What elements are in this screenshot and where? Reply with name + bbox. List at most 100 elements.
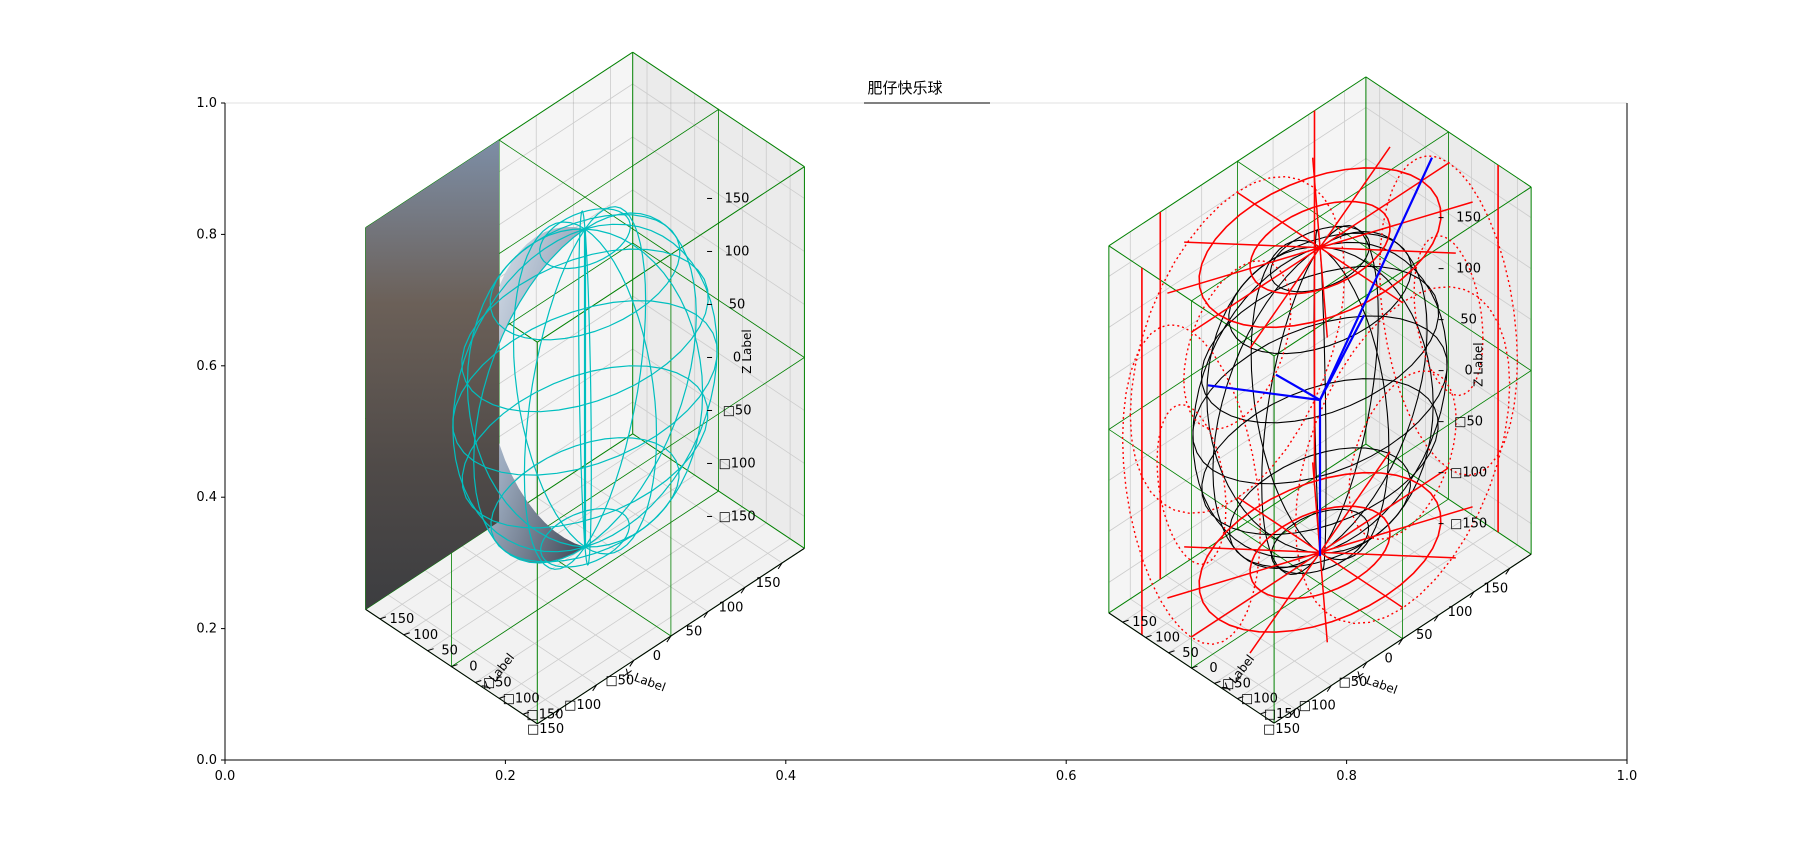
R-x-tick <box>1505 568 1511 575</box>
L-y-tick-label: 0 <box>469 660 477 675</box>
R-sphere-parallel <box>1192 315 1448 485</box>
R-y-tick-label: 0 <box>1209 661 1217 676</box>
L-y-tick <box>498 695 506 699</box>
R-x-tick <box>1291 708 1296 716</box>
L-y-tick <box>522 711 530 715</box>
L-x-tick-label: □150 <box>527 722 564 737</box>
R-y-tick-label: □150 <box>1264 707 1301 722</box>
R-axis-line <box>1319 157 1433 401</box>
outer-y-tick-label: 1.0 <box>196 96 217 111</box>
R-axis-line <box>1207 384 1321 402</box>
L-sphere-parallel <box>452 300 718 476</box>
L-z-tick-label: □50 <box>723 403 752 418</box>
L-y-tick-label: □150 <box>526 707 563 722</box>
R-z-tick-label: 150 <box>1456 211 1481 226</box>
R-projection-spoke <box>1319 551 1404 609</box>
R-x-tick <box>1433 614 1439 622</box>
R-projection-spoke <box>1191 551 1321 638</box>
outer-x-tick-label: 0.4 <box>775 769 796 784</box>
R-projection-spoke <box>1319 246 1456 254</box>
L-x-tick-label: 150 <box>756 576 781 591</box>
R-projection-spoke <box>1249 247 1321 349</box>
R-projection-spoke <box>1319 201 1473 249</box>
R-projection-spoke <box>1319 146 1391 249</box>
outer-x-tick-label: 0.2 <box>495 769 516 784</box>
R-y-tick <box>1191 665 1198 669</box>
L-x-tick-label: □100 <box>564 698 601 713</box>
L-y-tick-label: 100 <box>413 628 438 643</box>
R-projection-spoke <box>1167 246 1321 294</box>
R-y-tick-label: 150 <box>1132 615 1157 630</box>
R-x-tick-label: □150 <box>1263 722 1300 737</box>
L-y-tick <box>427 648 434 652</box>
L-y-tick-label: 50 <box>441 644 458 659</box>
outer-x-tick-label: 0.0 <box>215 769 236 784</box>
chart-title: 肥仔快乐球 <box>867 79 942 97</box>
R-x-tick <box>1326 685 1332 692</box>
R-projection-dotted <box>1294 286 1511 625</box>
L-z-tick-label: 0 <box>733 350 741 365</box>
L-x-tick <box>629 660 635 667</box>
R-z-tick-label: 50 <box>1460 313 1477 328</box>
R-x-axis-label: X Label <box>1353 669 1400 697</box>
outer-frame <box>221 102 1628 764</box>
R-projection-dotted <box>1413 234 1484 397</box>
R-projection-dotted <box>1183 260 1292 430</box>
R-projection-spoke <box>1191 246 1321 333</box>
L-x-tick <box>592 684 598 692</box>
R-z-tick-label: □100 <box>1450 466 1487 481</box>
L-y-tick-label: □100 <box>503 691 540 706</box>
L-y-tick <box>379 616 387 620</box>
R-x-tick-label: 50 <box>1416 628 1433 643</box>
outer-x-tick-label: 1.0 <box>1617 769 1638 784</box>
R-projection-dotted <box>1121 324 1261 645</box>
R-projection-spoke <box>1184 241 1321 249</box>
R-projection-dotted <box>1156 403 1227 566</box>
R-y-tick <box>1260 711 1267 715</box>
plot-content <box>364 51 1532 725</box>
L-sphere-parallel <box>489 214 681 341</box>
outer-y-tick-label: 0.4 <box>196 490 217 505</box>
R-x-tick <box>1362 661 1368 669</box>
L-sphere-parallel <box>461 248 709 413</box>
L-x-tick-label: □50 <box>605 673 634 688</box>
R-x-tick-label: 0 <box>1384 652 1392 667</box>
L-sphere-parallel <box>540 507 630 568</box>
R-sphere-parallel <box>1228 232 1412 355</box>
R-sphere-parallel <box>1200 265 1440 424</box>
L-y-tick-label: 150 <box>389 612 414 627</box>
L-x-tick-label: 100 <box>719 600 744 615</box>
outer-y-tick-label: 0.8 <box>196 227 217 242</box>
axes-ticks <box>365 197 1532 725</box>
L-x-tick <box>555 708 560 716</box>
R-projection-dotted <box>1129 175 1346 514</box>
R-box-midplane <box>1108 260 1532 540</box>
R-axis-line <box>1319 314 1366 401</box>
L-x-tick <box>666 635 672 643</box>
R-y-tick-label: □50 <box>1222 676 1251 691</box>
outer-x-tick-label: 0.6 <box>1056 769 1077 784</box>
R-x-tick-label: □100 <box>1299 699 1336 714</box>
R-projection-spoke <box>1319 551 1456 559</box>
L-y-tick <box>403 632 410 636</box>
R-projection-spoke <box>1236 496 1321 554</box>
R-sphere-parallel <box>1270 508 1370 574</box>
R-projection-spoke <box>1319 247 1329 338</box>
L-z-tick-label: □150 <box>719 509 756 524</box>
L-sphere-parallel <box>461 365 709 529</box>
L-shaded-sphere-segment <box>473 227 585 563</box>
L-z-tick-label: 150 <box>725 191 750 206</box>
L-x-axis-label: X Label <box>621 666 668 694</box>
R-projection-spoke <box>1319 246 1404 304</box>
R-y-tick-label: 100 <box>1155 630 1180 645</box>
R-sphere-parallel <box>1201 378 1439 536</box>
L-z-tick-label: □100 <box>719 456 756 471</box>
R-z-tick-label: □50 <box>1454 415 1483 430</box>
R-x-tick-label: 100 <box>1448 605 1473 620</box>
R-y-tick-label: □100 <box>1241 692 1278 707</box>
L-x-tick-label: 50 <box>686 625 703 640</box>
R-z-tick-label: 100 <box>1456 262 1481 277</box>
R-y-tick <box>1237 696 1244 700</box>
R-projection-spoke <box>1319 552 1329 643</box>
